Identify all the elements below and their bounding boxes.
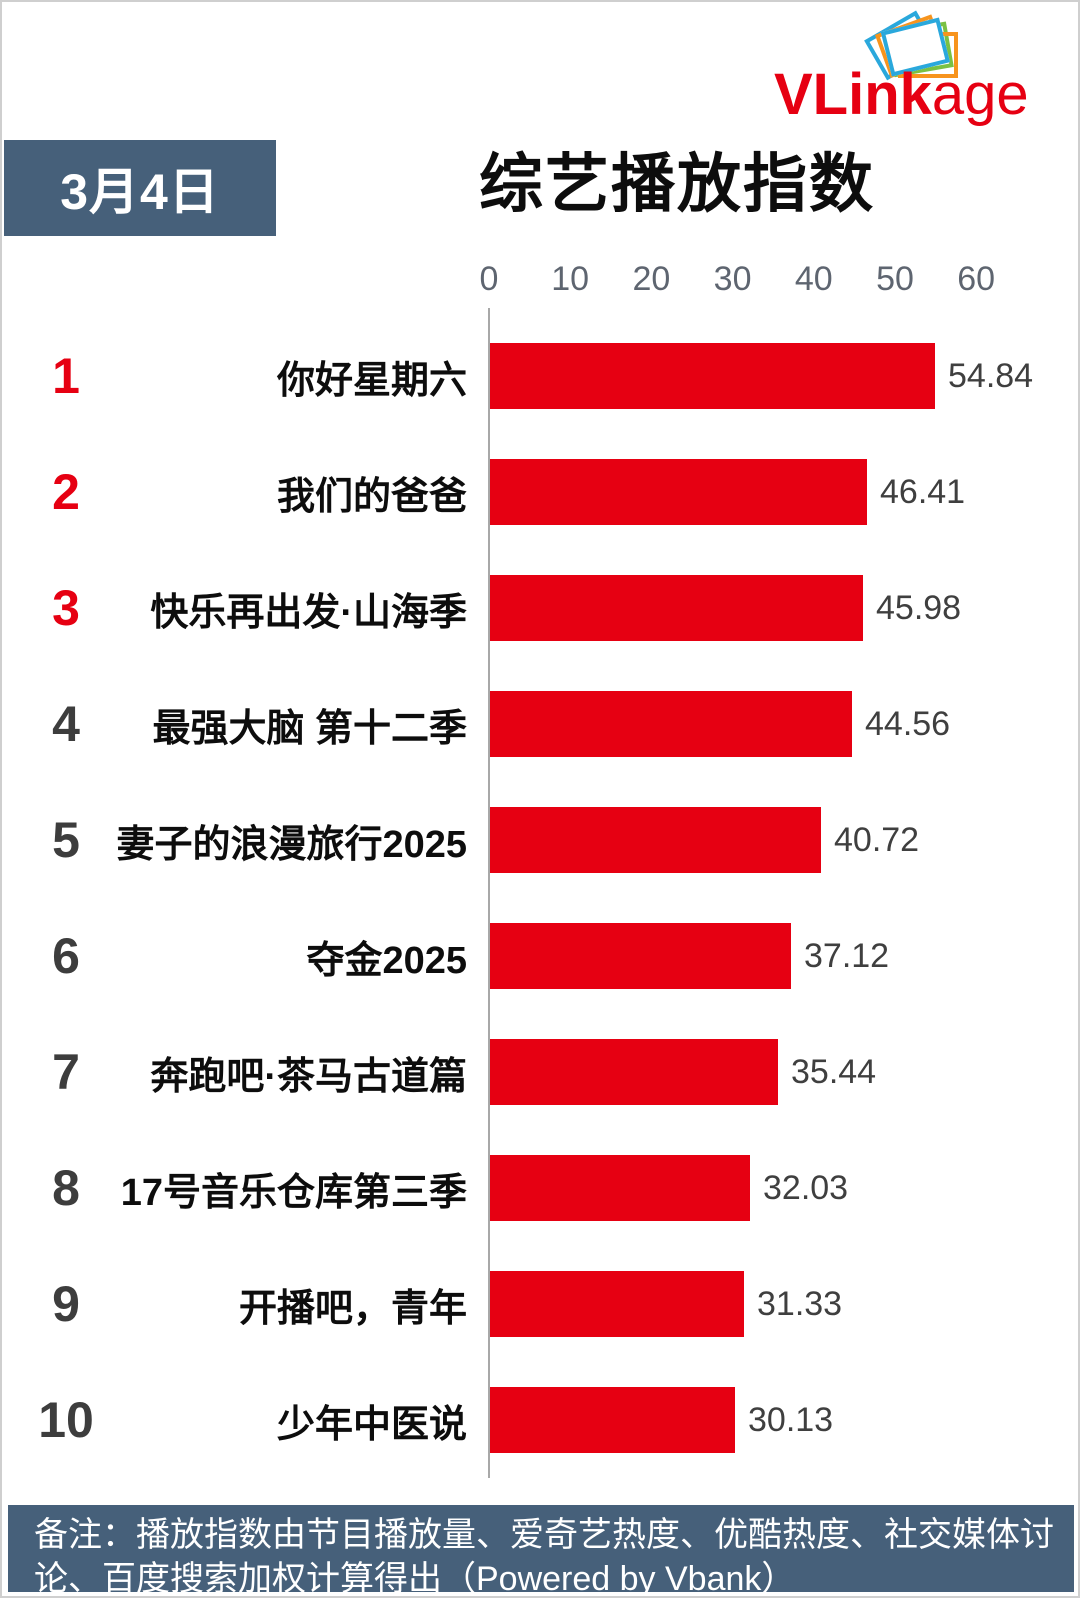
index-value: 45.98 [876,588,962,627]
chart-row: 9 开播吧，青年 31.33 [2,1246,1078,1362]
page-title: 综艺播放指数 [479,148,875,220]
show-title: 妻子的浪漫旅行2025 [116,823,467,866]
index-value: 35.44 [791,1052,877,1091]
chart-row: 8 17号音乐仓库第三季 32.03 [2,1130,1078,1246]
show-title: 你好星期六 [276,359,467,402]
rank-number: 9 [52,1276,80,1332]
index-bar [490,1155,750,1221]
rank-number: 7 [52,1044,80,1100]
show-title: 我们的爸爸 [276,475,467,518]
x-axis-tick-label: 60 [957,260,996,298]
rank-number: 3 [52,580,80,636]
show-title: 快乐再出发·山海季 [150,591,467,634]
index-value: 44.56 [865,704,951,743]
index-bar [490,459,867,525]
chart-row: 5 妻子的浪漫旅行2025 40.72 [2,782,1078,898]
index-value: 54.84 [948,356,1034,395]
show-title: 少年中医说 [276,1403,467,1446]
show-title: 夺金2025 [306,939,467,982]
x-axis-tick-label: 30 [713,260,752,298]
logo-wordmark-bold: VLink [774,62,932,127]
logo-wordmark: VLinkage [774,66,1029,124]
index-bar [490,343,935,409]
vlinkage-logo: VLinkage [774,10,1044,124]
index-bar [490,1387,735,1453]
chart-row: 1 你好星期六 54.84 [2,318,1078,434]
index-value: 30.13 [748,1400,834,1439]
index-value: 31.33 [757,1284,843,1323]
index-value: 37.12 [804,936,890,975]
rank-number: 5 [52,812,80,868]
rank-number: 1 [52,348,80,404]
chart-row: 3 快乐再出发·山海季 45.98 [2,550,1078,666]
chart-row: 4 最强大脑 第十二季 44.56 [2,666,1078,782]
rank-number: 6 [52,928,80,984]
y-axis-line [488,308,490,1478]
photo-stack-icon [864,10,976,88]
x-axis-tick-label: 50 [876,260,914,298]
x-axis-tick-label: 40 [794,260,833,298]
date-badge: 3月4日 [4,140,276,236]
chart-row: 2 我们的爸爸 46.41 [2,434,1078,550]
chart-row: 7 奔跑吧·茶马古道篇 35.44 [2,1014,1078,1130]
show-title: 最强大脑 第十二季 [152,707,467,750]
chart-row: 6 夺金2025 37.12 [2,898,1078,1014]
rank-number: 10 [38,1392,94,1448]
rank-number: 8 [52,1160,80,1216]
index-value: 40.72 [834,820,920,859]
x-axis-tick-label: 0 [479,260,499,298]
logo-wordmark-light: age [931,62,1029,127]
x-axis-tick-label: 10 [551,260,590,298]
index-bar [490,1271,744,1337]
index-bar [490,575,863,641]
index-bar [490,691,852,757]
x-axis-tick-label: 20 [632,260,671,298]
index-value: 46.41 [880,472,966,511]
show-title: 17号音乐仓库第三季 [120,1171,467,1214]
chart-row: 10 少年中医说 30.13 [2,1362,1078,1478]
rank-number: 2 [52,464,80,520]
show-title: 奔跑吧·茶马古道篇 [150,1055,467,1098]
index-bar [490,923,791,989]
rank-number: 4 [52,696,80,752]
footer-note: 备注：播放指数由节目播放量、爱奇艺热度、优酷热度、社交媒体讨论、百度搜索加权计算… [8,1505,1074,1596]
index-value: 32.03 [763,1168,849,1207]
show-title: 开播吧，青年 [238,1287,467,1330]
index-bar [490,807,821,873]
index-bar [490,1039,778,1105]
